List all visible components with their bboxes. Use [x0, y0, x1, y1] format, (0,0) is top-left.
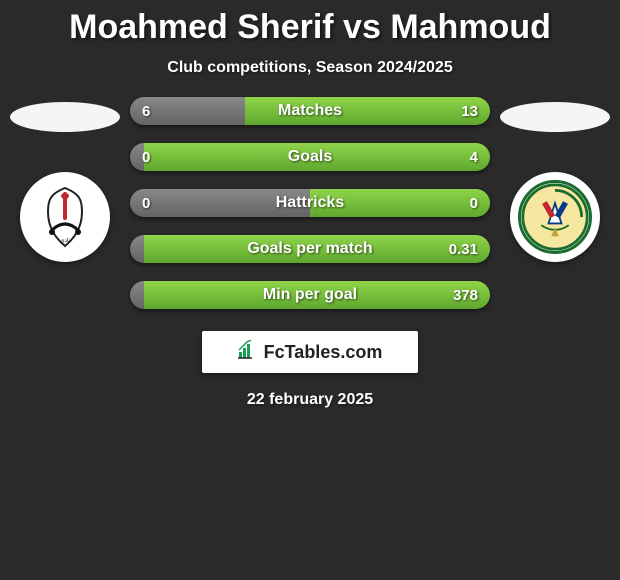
main-row: نادي Matches613Goals04Hattricks00Goals p… — [0, 97, 620, 309]
stat-bar-row: Goals per match0.31 — [130, 235, 490, 263]
svg-text:نادي: نادي — [60, 237, 71, 244]
stat-bar-left-value: 0 — [142, 189, 150, 217]
stat-bar-right-value: 378 — [453, 281, 478, 309]
page-title: Moahmed Sherif vs Mahmoud — [69, 8, 551, 47]
right-player-col — [500, 97, 610, 262]
brand-text: FcTables.com — [264, 342, 383, 363]
stat-bar-label: Goals — [130, 143, 490, 171]
brand-box: FcTables.com — [202, 331, 418, 373]
team-crest-left: نادي — [20, 172, 110, 262]
stat-bar-right-value: 4 — [470, 143, 478, 171]
team-crest-right — [510, 172, 600, 262]
player-photo-oval-left — [10, 102, 120, 132]
stat-bar-left-value: 0 — [142, 143, 150, 171]
stat-bar-row: Hattricks0 0 — [130, 189, 490, 217]
crest-left-icon: نادي — [30, 182, 100, 252]
date-label: 22 february 2025 — [247, 391, 373, 409]
player-photo-oval-right — [500, 102, 610, 132]
stat-bar-label: Goals per match — [130, 235, 490, 263]
stat-bar-row: Goals0 4 — [130, 143, 490, 171]
infographic-container: Moahmed Sherif vs Mahmoud Club competiti… — [0, 0, 620, 580]
stat-bar-right-value: 0 — [470, 189, 478, 217]
stat-bar-right-value: 13 — [461, 97, 478, 125]
stat-bar-row: Min per goal378 — [130, 281, 490, 309]
stat-bar-left-value: 6 — [142, 97, 150, 125]
stat-bar-row: Matches6 13 — [130, 97, 490, 125]
stat-bar-right-value: 0.31 — [449, 235, 478, 263]
stat-bar-label: Matches — [130, 97, 490, 125]
left-player-col: نادي — [10, 97, 120, 262]
brand-chart-icon — [238, 340, 260, 365]
crest-right-icon — [518, 180, 592, 254]
page-subtitle: Club competitions, Season 2024/2025 — [167, 59, 452, 77]
stat-bar-label: Min per goal — [130, 281, 490, 309]
stat-bar-label: Hattricks — [130, 189, 490, 217]
stats-bars: Matches613Goals04Hattricks00Goals per ma… — [130, 97, 490, 309]
